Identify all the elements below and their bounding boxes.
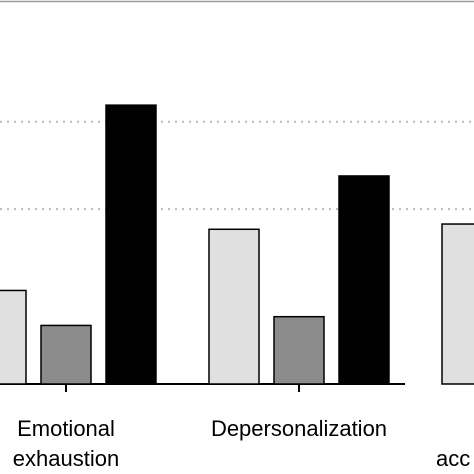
bar [273, 315, 325, 385]
x-tick-label: Depersonalization [211, 416, 387, 441]
bar [40, 324, 92, 385]
bar [105, 104, 157, 385]
bar [208, 228, 260, 385]
x-tick-label: exhaustion [13, 446, 119, 471]
x-tick-label: acc [436, 446, 470, 471]
bar [0, 289, 27, 385]
x-tick-label: Emotional [17, 416, 115, 441]
bar [441, 223, 474, 385]
bar [338, 175, 390, 385]
